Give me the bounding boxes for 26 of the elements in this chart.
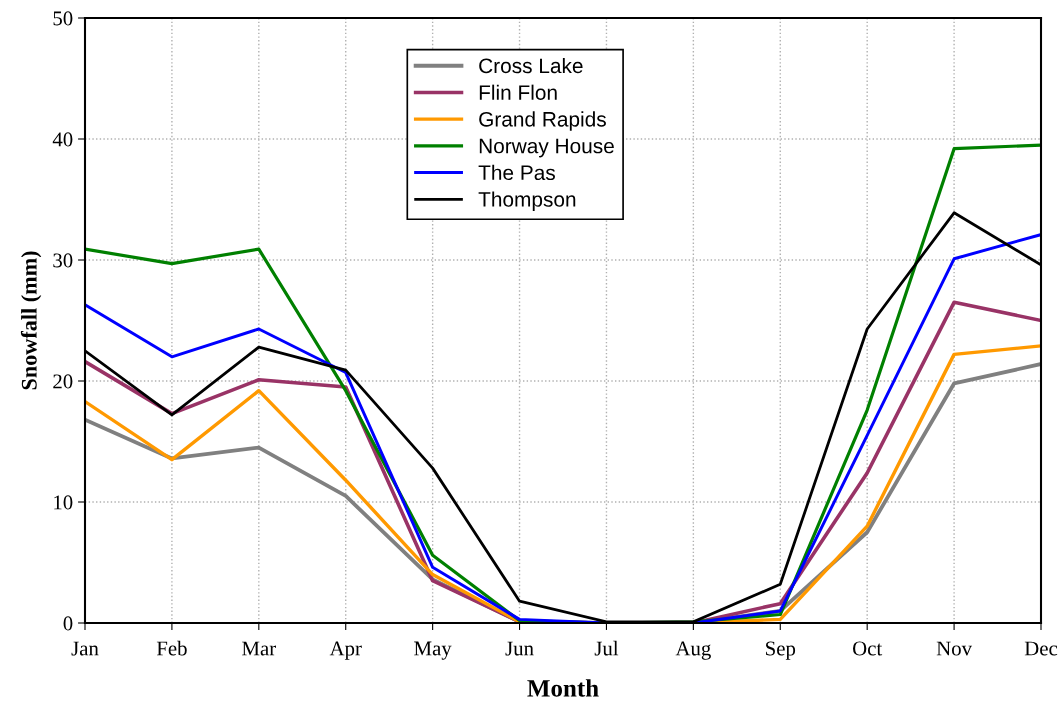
legend-label: Thompson — [478, 191, 576, 211]
legend-label: The Pas — [478, 164, 555, 181]
x-tick-label: Mar — [242, 641, 276, 656]
y-axis-title: Snowfall (mm) — [20, 251, 42, 390]
x-tick-label: Apr — [329, 641, 362, 660]
y-tick-label: 30 — [53, 253, 73, 268]
x-tick-label: Sep — [766, 641, 796, 660]
x-tick-label: Feb — [156, 640, 187, 656]
y-tick-label: 40 — [52, 132, 73, 147]
y-tick-label: 50 — [53, 11, 73, 26]
x-tick-label: May — [414, 641, 452, 660]
legend-label: Cross Lake — [479, 57, 583, 74]
legend-label: Flin Flon — [479, 84, 557, 100]
y-tick-label: 10 — [54, 495, 73, 510]
y-tick-label: 20 — [53, 374, 73, 389]
legend-label: Norway House — [479, 138, 614, 158]
x-tick-label: Jul — [594, 640, 619, 656]
x-tick-label: Nov — [936, 641, 973, 656]
legend-label: Grand Rapids — [479, 111, 606, 131]
x-tick-label: Jun — [505, 641, 534, 656]
y-tick-label: 0 — [63, 616, 73, 631]
x-tick-label: Jan — [71, 641, 99, 656]
x-tick-label: Oct — [853, 641, 883, 656]
x-tick-label: Aug — [675, 641, 711, 660]
x-tick-label: Dec — [1024, 641, 1058, 656]
x-axis-title: Month — [527, 679, 599, 697]
